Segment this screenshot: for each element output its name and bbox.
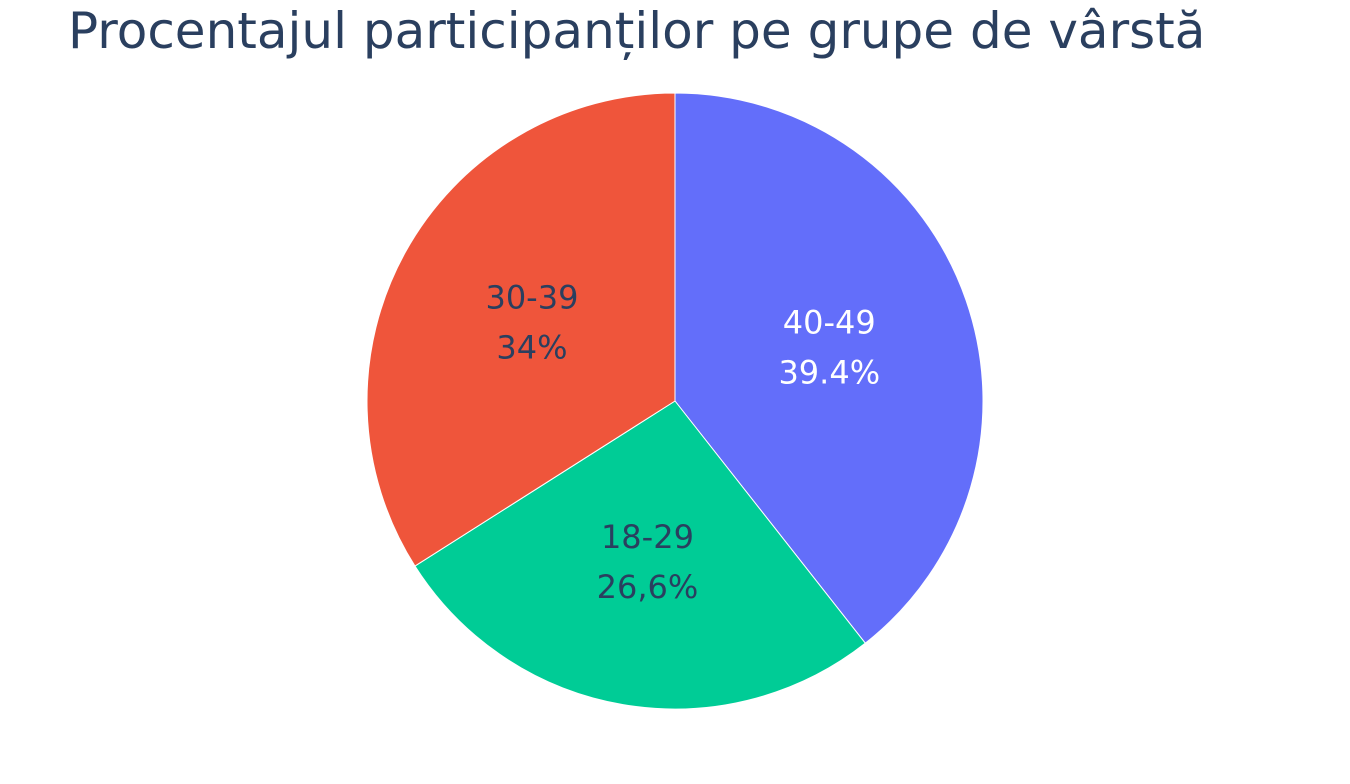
slice-category-label: 30-39 xyxy=(485,278,578,316)
slice-percent-label: 34% xyxy=(496,328,567,366)
pie-slice-label-18-29: 18-29 26,6% xyxy=(597,518,699,606)
pie-slice-label-30-39: 30-39 34% xyxy=(485,278,578,366)
pie-slice-18-29 xyxy=(414,400,867,710)
chart-title: Procentajul participanților pe grupe de … xyxy=(68,2,1206,60)
pie-slice-30-39 xyxy=(366,92,676,567)
pie-slice-label-40-49: 40-49 39.4% xyxy=(778,304,880,392)
slice-category-label: 18-29 xyxy=(601,518,694,556)
slice-category-label: 40-49 xyxy=(783,304,876,342)
slice-percent-label: 39.4% xyxy=(778,354,880,392)
pie-slice-40-49 xyxy=(674,92,984,644)
slice-percent-label: 26,6% xyxy=(597,568,699,606)
